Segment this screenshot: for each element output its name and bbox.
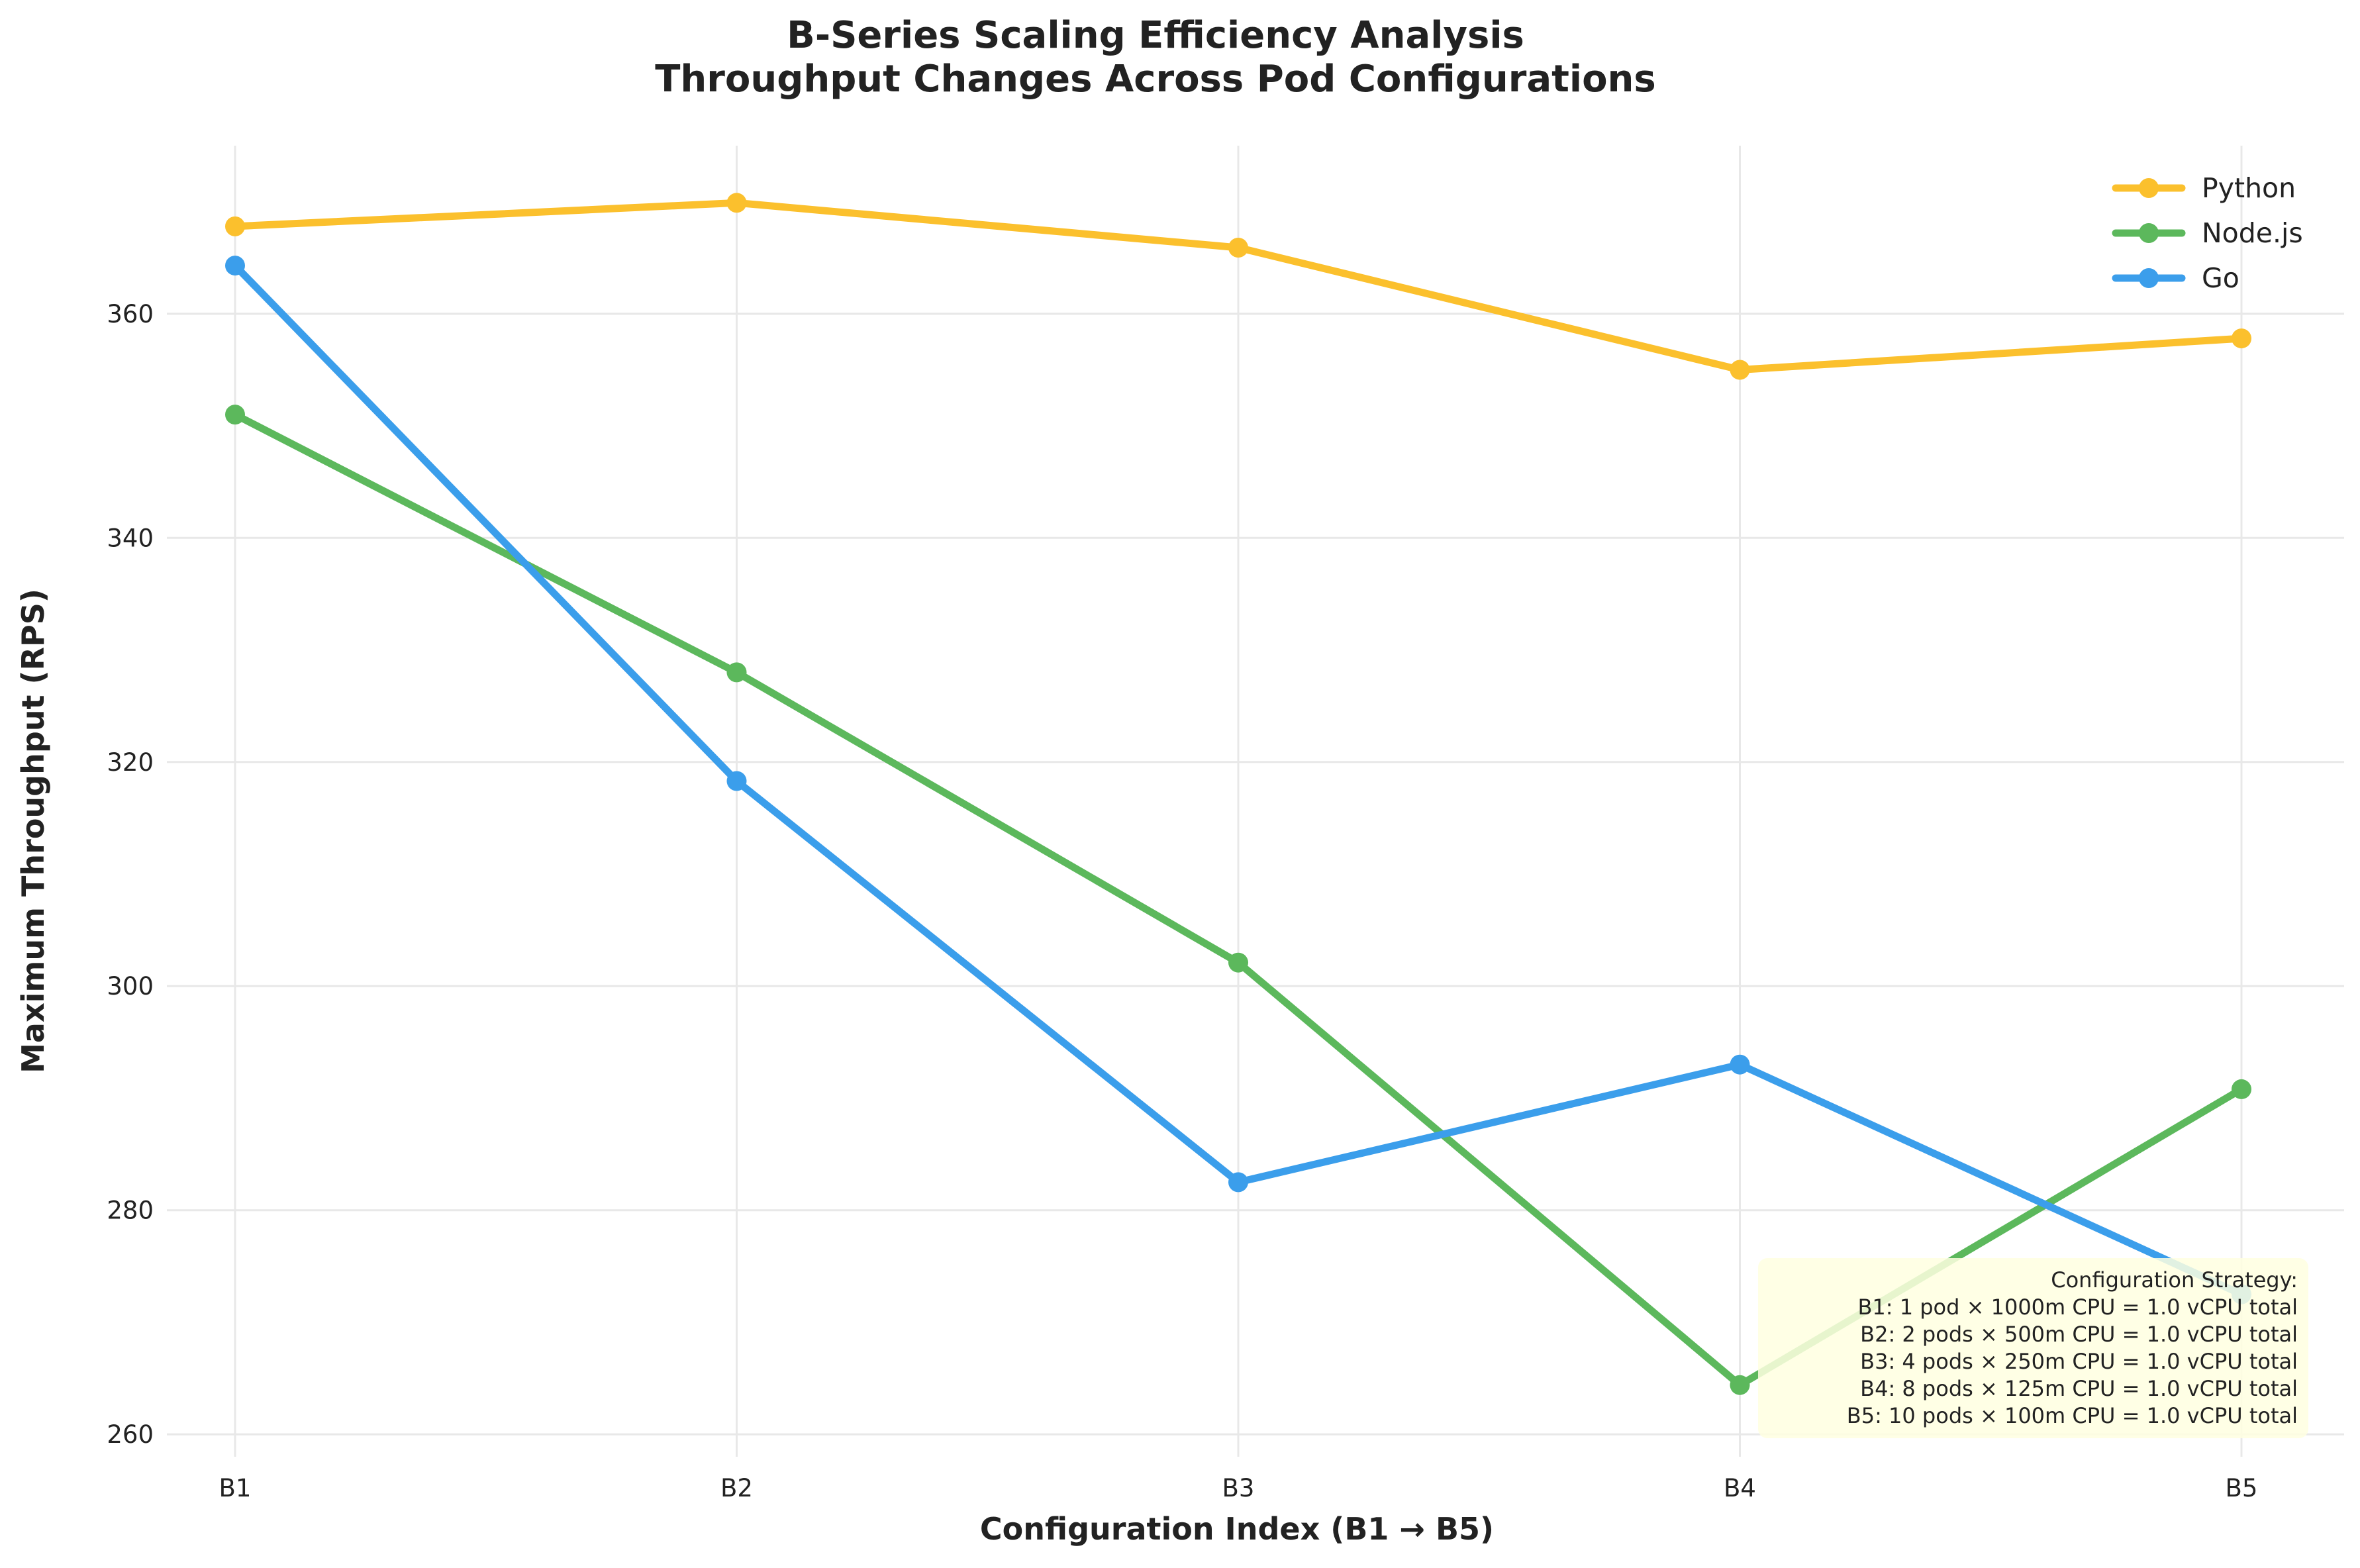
legend-marker [2139, 268, 2159, 288]
x-tick-label: B4 [1724, 1474, 1756, 1502]
legend-item-python: Python [2112, 172, 2296, 204]
legend-label: Python [2202, 172, 2296, 204]
x-tick-label: B1 [219, 1474, 252, 1502]
legend: Python Node.js Go [2112, 172, 2303, 294]
data-point-python [2232, 328, 2251, 349]
x-axis-label: Configuration Index (B1 → B5) [980, 1511, 1494, 1547]
data-point-node-js [2232, 1079, 2251, 1099]
data-point-go [1730, 1054, 1750, 1075]
y-axis-label: Maximum Throughput (RPS) [15, 589, 51, 1073]
y-tick-label: 340 [107, 524, 154, 552]
y-tick-label: 360 [107, 300, 154, 328]
data-point-python [726, 193, 747, 213]
annotation-line: B1: 1 pod × 1000m CPU = 1.0 vCPU total [1857, 1295, 2298, 1320]
legend-item-go: Go [2112, 262, 2239, 294]
annotation-line: B4: 8 pods × 125m CPU = 1.0 vCPU total [1860, 1376, 2298, 1401]
data-point-node-js [225, 405, 245, 425]
x-tick-label: B5 [2226, 1474, 2258, 1502]
data-point-go [225, 256, 245, 276]
x-tick-label: B3 [1222, 1474, 1255, 1502]
data-point-node-js [1228, 952, 1248, 973]
series-python [225, 193, 2251, 380]
configuration-annotation: Configuration Strategy:B1: 1 pod × 1000m… [1758, 1258, 2308, 1438]
annotation-line: Configuration Strategy: [2051, 1267, 2298, 1293]
chart-title: B-Series Scaling Efficiency Analysis [787, 14, 1524, 57]
data-point-node-js [1730, 1375, 1750, 1395]
chart-subtitle: Throughput Changes Across Pod Configurat… [655, 58, 1656, 101]
y-tick-label: 280 [107, 1197, 154, 1225]
legend-item-node-js: Node.js [2112, 217, 2303, 249]
legend-label: Node.js [2202, 217, 2303, 249]
data-point-node-js [726, 662, 747, 683]
tick-labels: 260 280 300 320 340 360 B1 B2 B3 B4 B5 [107, 300, 2257, 1502]
data-point-python [1228, 238, 1248, 258]
data-point-go [726, 771, 747, 791]
x-tick-label: B2 [720, 1474, 753, 1502]
annotation-line: B3: 4 pods × 250m CPU = 1.0 vCPU total [1860, 1349, 2298, 1374]
y-tick-label: 300 [107, 972, 154, 1001]
data-point-go [1228, 1172, 1248, 1193]
legend-marker [2139, 178, 2159, 198]
y-tick-label: 260 [107, 1420, 154, 1449]
annotation-box [1758, 1258, 2308, 1438]
annotation-line: B2: 2 pods × 500m CPU = 1.0 vCPU total [1860, 1322, 2298, 1347]
grid-lines [167, 146, 2344, 1457]
data-point-python [225, 216, 245, 236]
legend-marker [2139, 223, 2159, 243]
annotation-line: B5: 10 pods × 100m CPU = 1.0 vCPU total [1847, 1403, 2298, 1428]
data-point-python [1730, 360, 1750, 380]
y-tick-label: 320 [107, 748, 154, 777]
legend-label: Go [2202, 262, 2239, 294]
